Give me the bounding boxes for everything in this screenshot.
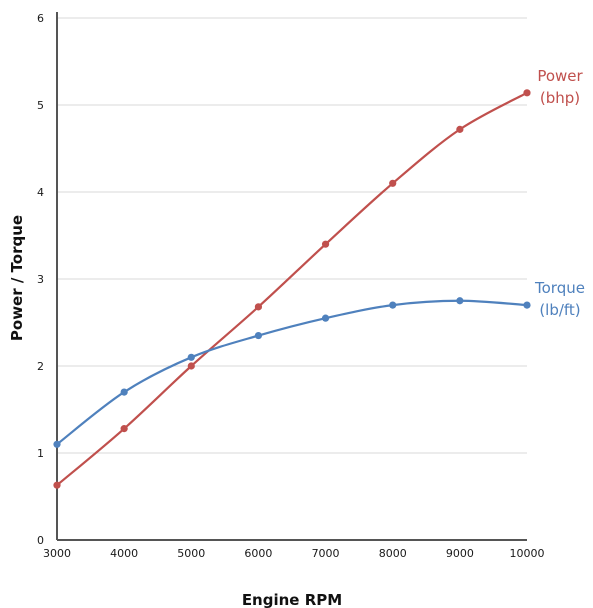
- torque-data-point: [187, 353, 195, 361]
- torque-data-point: [321, 314, 330, 322]
- y-axis-title: Power / Torque: [8, 215, 26, 341]
- torque-data-point: [254, 331, 263, 340]
- torque-data-point: [523, 301, 531, 309]
- torque-data-point: [389, 301, 397, 309]
- x-tick-label: 4000: [110, 547, 138, 560]
- power-data-point: [321, 240, 330, 248]
- x-tick-label: 10000: [510, 547, 545, 560]
- x-tick-label: 7000: [312, 547, 340, 560]
- x-tick-label: 5000: [177, 547, 205, 560]
- data-points: [53, 89, 531, 489]
- power-series-line: [55, 91, 529, 487]
- y-tick-label: 4: [37, 186, 44, 199]
- y-tick-label: 3: [37, 273, 44, 286]
- power-data-point: [523, 89, 531, 97]
- torque-data-point: [120, 388, 128, 396]
- power-data-point: [120, 425, 128, 433]
- series-lines: [55, 91, 529, 487]
- torque-data-point: [456, 297, 464, 305]
- power-data-point: [187, 362, 195, 370]
- power-data-point: [254, 303, 263, 311]
- gridlines: [57, 17, 527, 454]
- power-series-label: (bhp): [540, 89, 580, 107]
- axes: [56, 12, 527, 541]
- x-tick-label: 8000: [379, 547, 407, 560]
- torque-series-label: Torque: [534, 279, 585, 297]
- power-data-point: [456, 125, 464, 133]
- power-data-point: [53, 481, 61, 489]
- x-tick-label: 9000: [446, 547, 474, 560]
- x-axis-title: Engine RPM: [242, 591, 342, 608]
- y-tick-label: 2: [37, 360, 44, 373]
- y-tick-label: 0: [37, 534, 44, 547]
- y-tick-label: 5: [37, 99, 44, 112]
- torque-series-label: (lb/ft): [539, 301, 580, 319]
- power-data-point: [389, 179, 397, 187]
- x-tick-label: 6000: [244, 547, 272, 560]
- x-tick-label: 3000: [43, 547, 71, 560]
- tick-labels: 0 1 2 3 4 5 6 3000 4000 5000 6000 7000 8000 9000 10000: [37, 12, 545, 560]
- series-labels: Power (bhp) Torque (lb/ft): [534, 67, 585, 319]
- torque-data-point: [53, 440, 61, 448]
- y-tick-label: 6: [37, 12, 44, 25]
- y-tick-label: 1: [37, 447, 44, 460]
- torque-series-line: [55, 299, 529, 446]
- power-series-label: Power: [537, 67, 583, 85]
